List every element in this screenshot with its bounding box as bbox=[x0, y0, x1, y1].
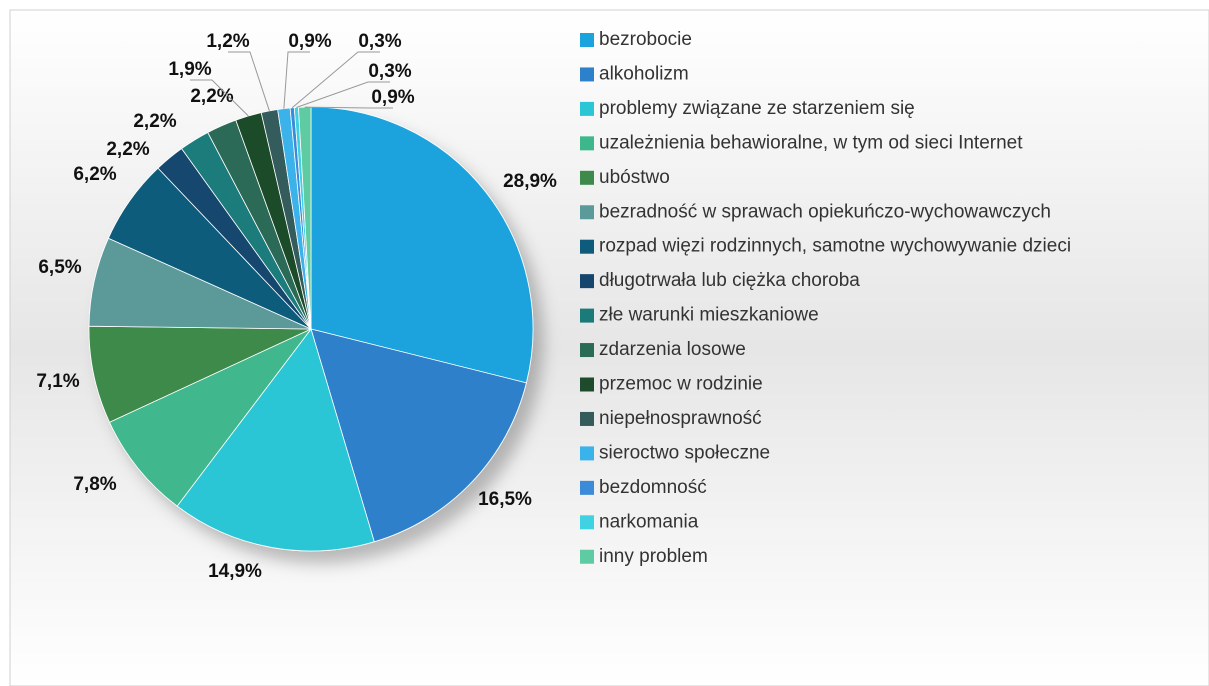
legend-swatch bbox=[580, 343, 594, 358]
legend-swatch bbox=[580, 411, 594, 426]
pie bbox=[88, 106, 534, 552]
pie-slice bbox=[109, 328, 312, 507]
data-label: 0,3% bbox=[358, 31, 401, 52]
data-label: 1,2% bbox=[206, 31, 249, 52]
legend-swatch bbox=[580, 274, 594, 289]
legend-swatch bbox=[580, 205, 594, 220]
legend-swatch bbox=[580, 101, 594, 116]
pie-slice bbox=[176, 328, 375, 552]
legend-swatch bbox=[580, 515, 594, 530]
data-label: 16,5% bbox=[478, 489, 532, 510]
legend-swatch bbox=[580, 170, 594, 185]
legend-label: inny problem bbox=[599, 546, 708, 567]
data-label: 2,2% bbox=[133, 111, 176, 132]
legend-label: rozpad więzi rodzinnych, samotne wychowy… bbox=[599, 236, 1071, 257]
legend-label: problemy związane ze starzeniem się bbox=[599, 98, 915, 119]
legend-label: narkomania bbox=[599, 511, 699, 532]
legend-label: sieroctwo społeczne bbox=[599, 442, 770, 463]
legend-swatch bbox=[580, 480, 594, 495]
leader-line bbox=[291, 51, 380, 109]
legend-swatch bbox=[580, 136, 594, 151]
legend-label: bezdomność bbox=[599, 477, 707, 498]
legend-label: bezrobocie bbox=[599, 29, 692, 50]
data-label: 0,9% bbox=[288, 31, 331, 52]
data-label: 0,9% bbox=[371, 87, 414, 108]
pie-slice bbox=[310, 106, 534, 384]
data-label: 2,2% bbox=[190, 86, 233, 107]
legend-swatch bbox=[580, 33, 594, 47]
legend-label: ubóstwo bbox=[599, 167, 670, 188]
data-label: 1,9% bbox=[168, 59, 211, 80]
legend-swatch bbox=[580, 446, 594, 461]
legend-label: zdarzenia losowe bbox=[599, 339, 746, 360]
legend-label: przemoc w rodzinie bbox=[599, 374, 763, 395]
data-label: 7,8% bbox=[73, 474, 116, 495]
leader-line bbox=[190, 79, 249, 117]
legend-label: alkoholizm bbox=[599, 63, 689, 84]
data-label: 28,9% bbox=[503, 171, 557, 192]
data-label: 6,5% bbox=[38, 257, 81, 278]
legend-swatch bbox=[580, 67, 594, 82]
legend-label: niepełnosprawność bbox=[599, 408, 762, 429]
data-label: 14,9% bbox=[208, 561, 262, 582]
legend-label: bezradność w sprawach opiekuńczo-wychowa… bbox=[599, 201, 1051, 222]
legend-swatch bbox=[580, 239, 594, 254]
leader-line bbox=[283, 51, 310, 109]
pie-slice bbox=[310, 328, 527, 543]
leader-line bbox=[228, 51, 270, 112]
legend-swatch bbox=[580, 549, 594, 564]
legend-label: uzależnienia behawioralne, w tym od siec… bbox=[599, 132, 1023, 153]
data-label: 6,2% bbox=[73, 164, 116, 185]
legend-swatch bbox=[580, 308, 594, 323]
legend-swatch bbox=[580, 377, 594, 392]
data-label: 7,1% bbox=[36, 371, 79, 392]
legend-label: długotrwała lub ciężka choroba bbox=[599, 270, 860, 291]
leader-line bbox=[296, 81, 390, 108]
legend-label: złe warunki mieszkaniowe bbox=[599, 305, 819, 326]
data-label: 0,3% bbox=[368, 61, 411, 82]
data-label: 2,2% bbox=[106, 139, 149, 160]
leader-line bbox=[304, 106, 393, 109]
